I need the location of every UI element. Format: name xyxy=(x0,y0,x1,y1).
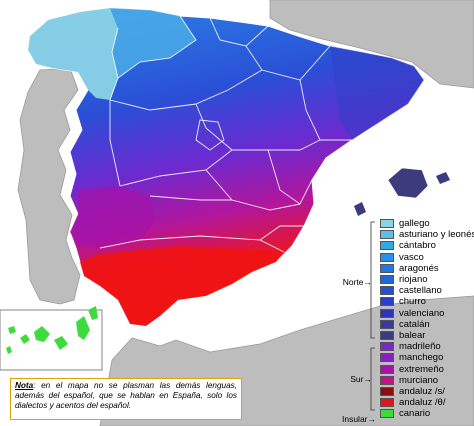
legend-swatch xyxy=(380,353,394,363)
legend-item: manchego xyxy=(380,352,443,363)
legend-swatch xyxy=(380,263,394,273)
mallorca-island xyxy=(387,167,429,199)
legend-item: andaluz /θ/ xyxy=(380,397,445,408)
france-landmass xyxy=(269,0,474,89)
legend-item: murciano xyxy=(380,375,438,386)
note-box: Nota: en el mapa no se plasman las demás… xyxy=(10,378,242,420)
legend-label: vasco xyxy=(399,251,424,263)
legend-label: catalán xyxy=(399,318,430,330)
legend-label: murciano xyxy=(399,374,439,386)
legend-item: aragonés xyxy=(380,263,439,274)
legend-item: vasco xyxy=(380,252,424,263)
legend-swatch xyxy=(380,319,394,329)
catalonia-region xyxy=(330,46,424,140)
portugal-landmass xyxy=(17,67,81,305)
legend-swatch xyxy=(380,331,394,340)
legend-group-norte: Norte→ xyxy=(342,277,372,287)
legend-label: canario xyxy=(399,408,431,420)
legend-item: balear xyxy=(380,330,425,341)
legend-label: gallego xyxy=(399,218,430,229)
ibiza-island xyxy=(354,202,366,216)
legend-label: asturiano y leonés xyxy=(399,229,474,241)
menorca-island xyxy=(436,172,450,184)
legend-swatch xyxy=(380,286,394,296)
legend-label: extremeño xyxy=(399,363,444,375)
legend-item: cántabro xyxy=(380,240,436,251)
legend-label: balear xyxy=(399,330,426,341)
legend-item: valenciano xyxy=(380,308,444,319)
legend-brackets xyxy=(370,221,375,411)
asturias-region xyxy=(110,8,196,78)
legend-label: valenciano xyxy=(399,307,445,319)
legend-swatch xyxy=(380,375,394,385)
legend-item: extremeño xyxy=(380,364,444,375)
legend-item: gallego xyxy=(380,218,430,229)
legend-label: madrileño xyxy=(399,341,441,353)
legend-swatch xyxy=(380,364,394,374)
extremadura-region xyxy=(70,186,156,248)
note-prefix: Nota xyxy=(15,381,34,390)
legend-swatch xyxy=(380,230,394,240)
legend-swatch xyxy=(380,219,394,228)
note-text: : en el mapa no se plasman las demás len… xyxy=(15,381,237,410)
legend-swatch xyxy=(380,342,394,352)
legend-item: catalán xyxy=(380,319,430,330)
legend-item: castellano xyxy=(380,285,442,296)
legend-item: churro xyxy=(380,296,426,307)
legend-swatch xyxy=(380,252,394,262)
legend-item: riojano xyxy=(380,274,428,285)
legend-label: riojano xyxy=(399,274,428,285)
legend-label: castellano xyxy=(399,285,442,297)
legend-label: churro xyxy=(399,296,426,308)
canary-inset-frame xyxy=(0,309,103,371)
legend-swatch xyxy=(380,297,394,307)
legend-label: cántabro xyxy=(399,240,436,252)
region-borders xyxy=(99,15,352,253)
legend-label: manchego xyxy=(399,352,444,364)
legend-item: canario xyxy=(380,408,430,419)
legend-swatch xyxy=(380,275,394,284)
galicia-region xyxy=(28,8,118,100)
andalusia-region xyxy=(80,246,284,326)
legend-group-sur: Sur→ xyxy=(350,374,372,384)
legend-item: asturiano y leonés xyxy=(380,229,474,240)
legend-group-insular: Insular→ xyxy=(341,414,376,424)
legend-label: andaluz /s/ xyxy=(399,386,445,397)
legend-label: aragonés xyxy=(399,262,439,274)
legend-swatch xyxy=(380,241,394,251)
legend-item: madrileño xyxy=(380,341,441,352)
legend-swatch xyxy=(380,409,394,419)
legend-swatch xyxy=(380,387,394,396)
legend-swatch xyxy=(380,308,394,318)
legend-item: andaluz /s/ xyxy=(380,386,445,397)
legend-label: andaluz /θ/ xyxy=(399,397,446,409)
canary-islands xyxy=(6,306,98,354)
legend-swatch xyxy=(380,398,394,408)
